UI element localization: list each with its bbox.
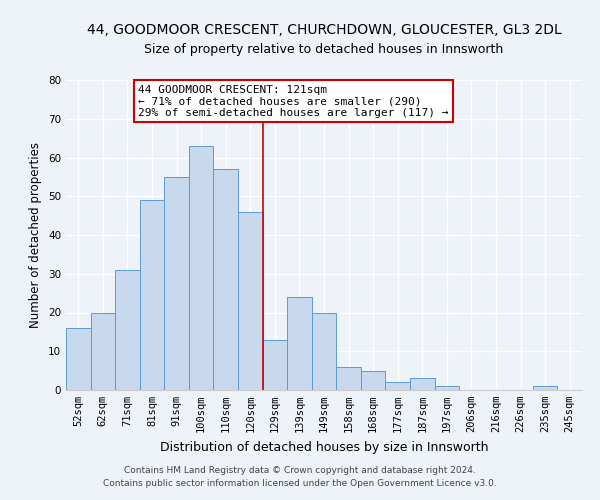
Bar: [115, 270, 140, 390]
Bar: [287, 297, 312, 390]
Bar: [140, 200, 164, 390]
Bar: [434, 386, 459, 390]
Bar: [263, 340, 287, 390]
Text: Contains HM Land Registry data © Crown copyright and database right 2024.
Contai: Contains HM Land Registry data © Crown c…: [103, 466, 497, 487]
Bar: [214, 169, 238, 390]
Bar: [312, 312, 336, 390]
Bar: [164, 177, 189, 390]
Bar: [189, 146, 214, 390]
Y-axis label: Number of detached properties: Number of detached properties: [29, 142, 43, 328]
Bar: [385, 382, 410, 390]
Bar: [66, 328, 91, 390]
Text: 44 GOODMOOR CRESCENT: 121sqm
← 71% of detached houses are smaller (290)
29% of s: 44 GOODMOOR CRESCENT: 121sqm ← 71% of de…: [138, 84, 449, 118]
Bar: [533, 386, 557, 390]
X-axis label: Distribution of detached houses by size in Innsworth: Distribution of detached houses by size …: [160, 440, 488, 454]
Bar: [336, 367, 361, 390]
Text: Size of property relative to detached houses in Innsworth: Size of property relative to detached ho…: [145, 42, 503, 56]
Bar: [410, 378, 434, 390]
Bar: [238, 212, 263, 390]
Bar: [361, 370, 385, 390]
Bar: [91, 312, 115, 390]
Text: 44, GOODMOOR CRESCENT, CHURCHDOWN, GLOUCESTER, GL3 2DL: 44, GOODMOOR CRESCENT, CHURCHDOWN, GLOUC…: [86, 22, 562, 36]
